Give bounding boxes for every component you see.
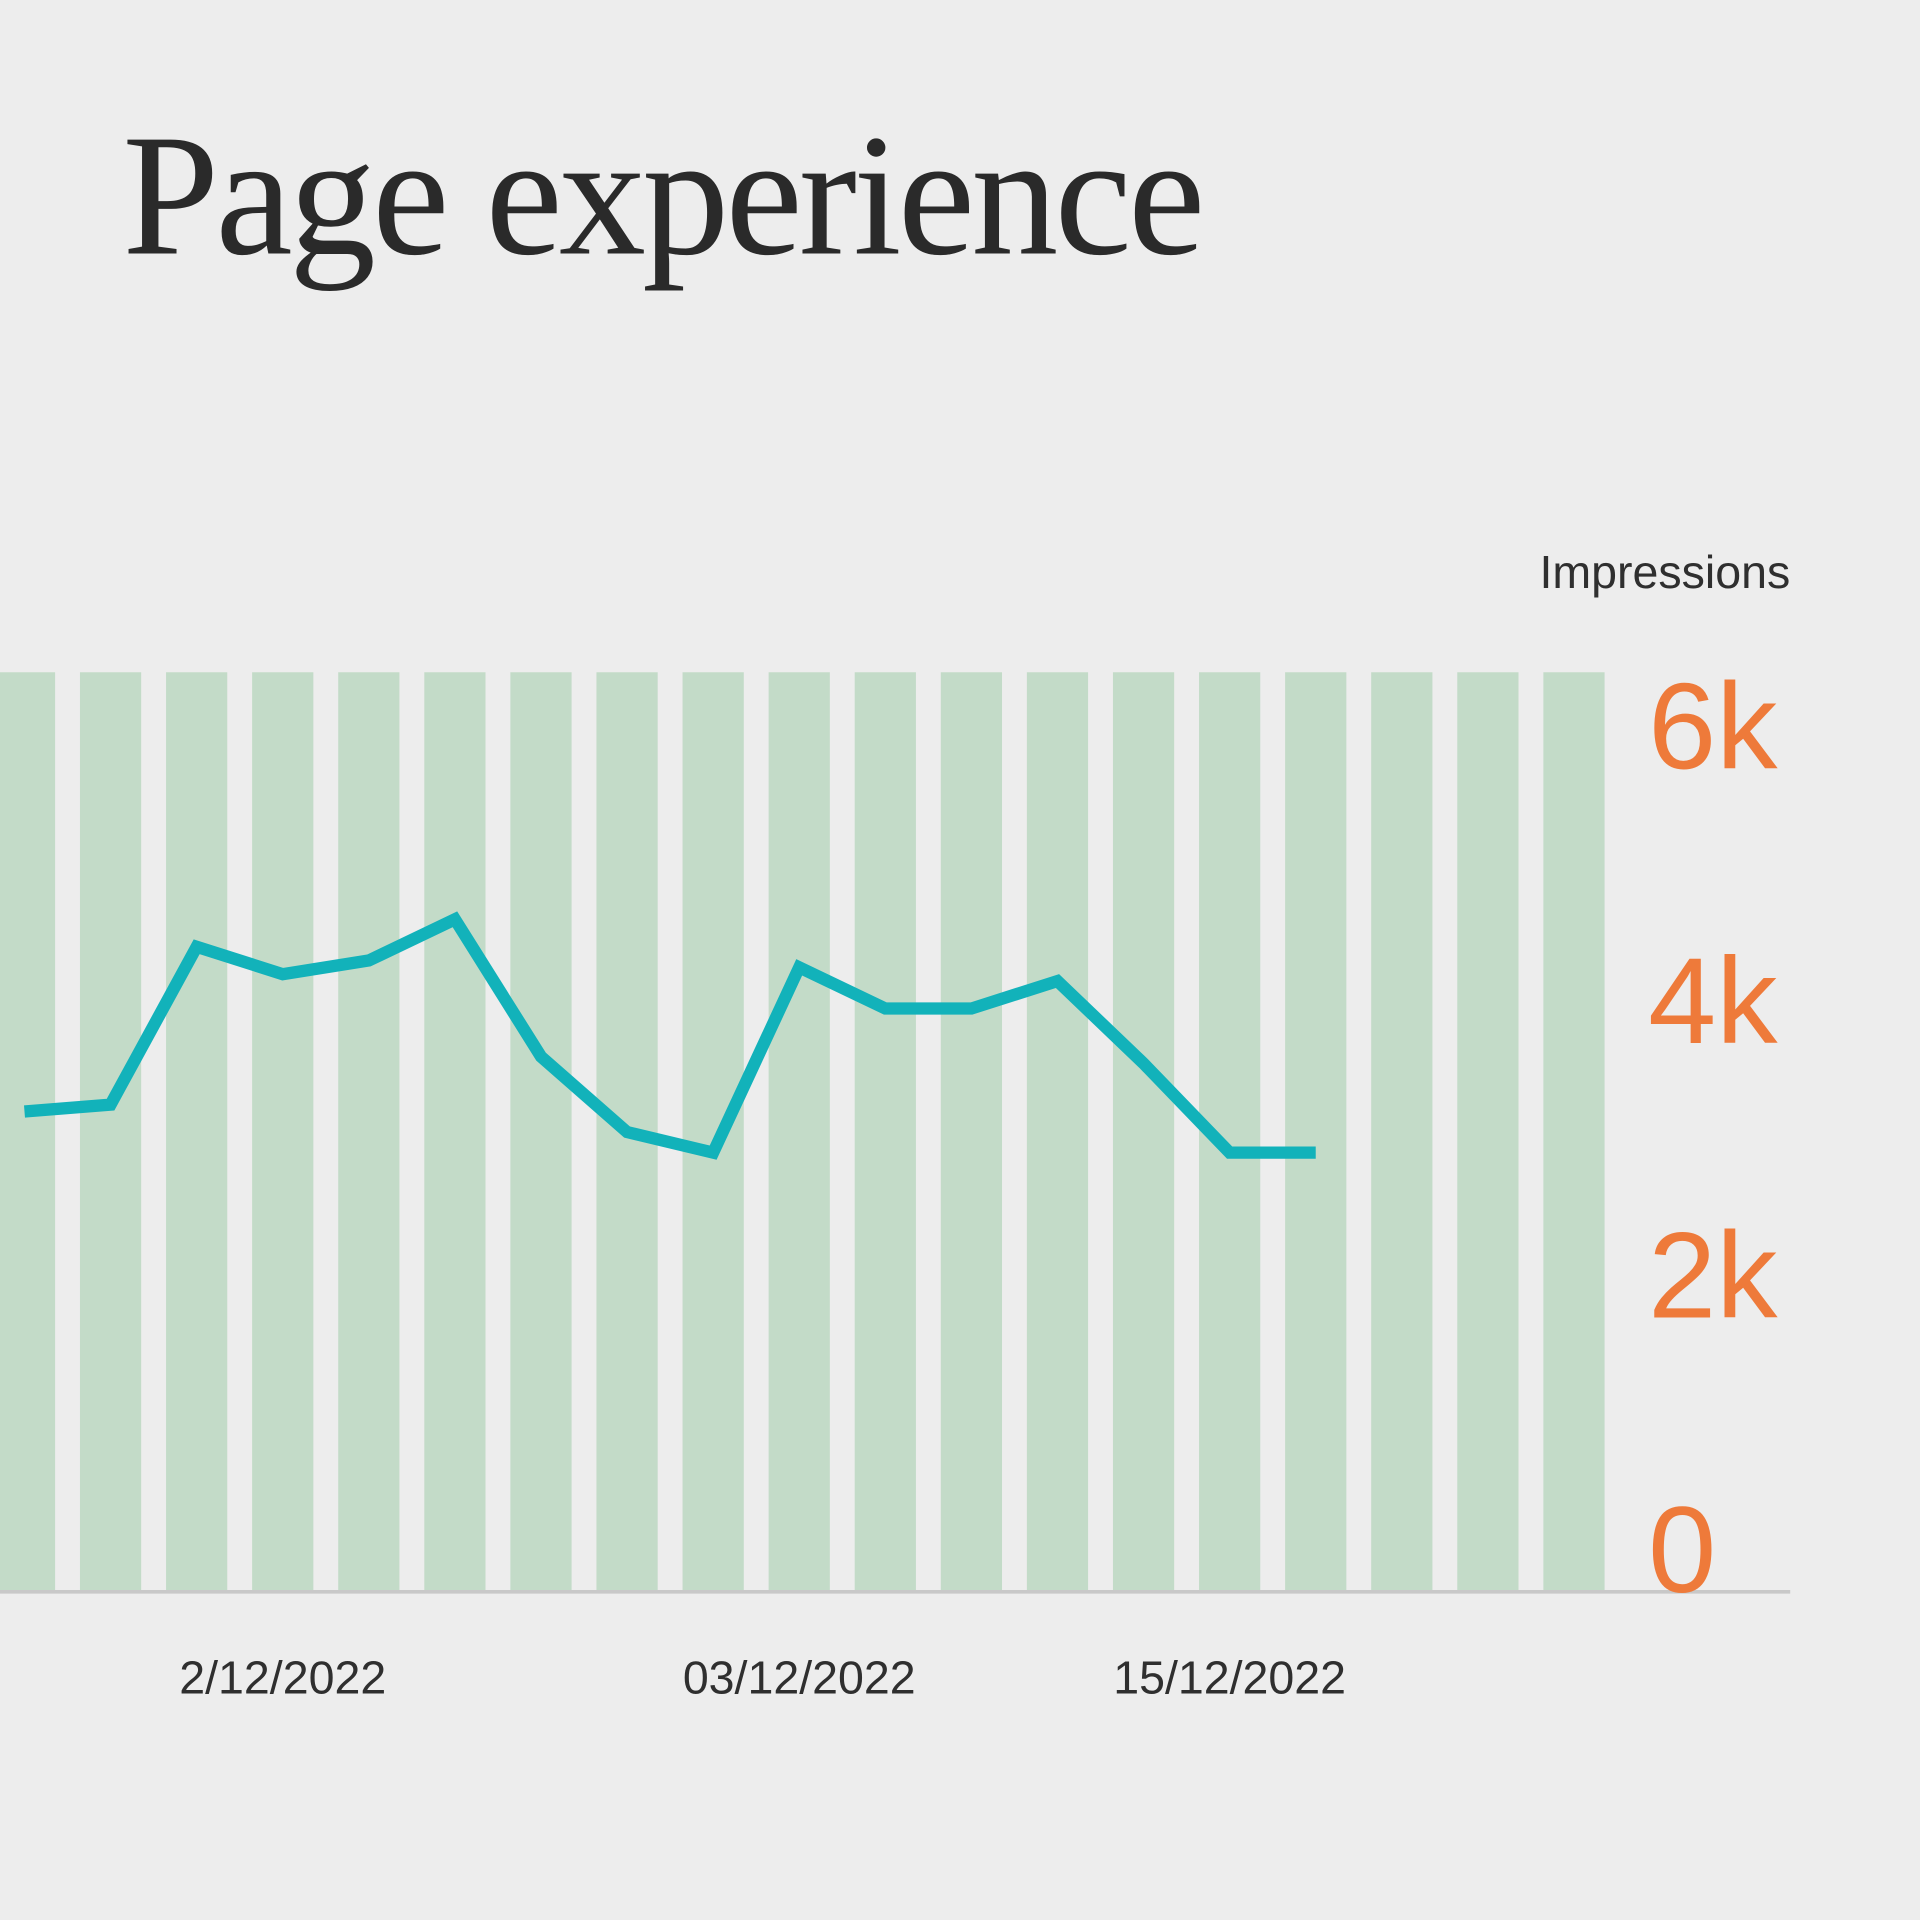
bar: [1026, 672, 1089, 1592]
y-tick-label: 4k: [1648, 932, 1778, 1069]
y-axis-label: Impressions: [1539, 546, 1790, 598]
chart-title: Page experience: [122, 98, 1201, 291]
bar: [1371, 672, 1433, 1592]
line-series: [24, 911, 1316, 1160]
bar: [854, 672, 916, 1592]
bar: [252, 672, 314, 1592]
bar: [79, 672, 142, 1592]
bar: [0, 672, 56, 1592]
bar: [510, 672, 572, 1592]
bar: [940, 672, 1003, 1592]
bar: [424, 672, 486, 1592]
y-tick-label: 0: [1648, 1481, 1716, 1618]
y-tick-label: 2k: [1648, 1206, 1778, 1343]
plot: Page experience Impressions 2/12/2022 03/…: [0, 98, 1791, 1703]
bar: [1543, 672, 1605, 1592]
x-tick-label: 2/12/2022: [179, 1651, 386, 1703]
bar: [166, 672, 228, 1592]
bar: [682, 672, 744, 1592]
bar: [1285, 672, 1347, 1592]
bar: [338, 672, 400, 1592]
bar: [1112, 672, 1175, 1592]
bar: [1457, 672, 1519, 1592]
bar: [768, 672, 830, 1592]
x-tick-label: 03/12/2022: [683, 1651, 916, 1703]
y-tick-label: 6k: [1648, 657, 1778, 794]
x-tick-label: 15/12/2022: [1113, 1651, 1346, 1703]
